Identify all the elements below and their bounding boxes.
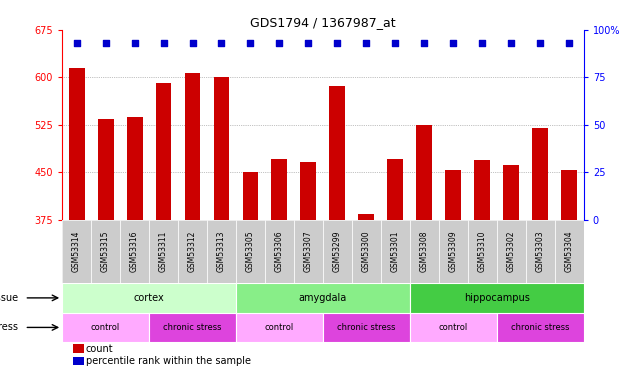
- Bar: [526, 220, 555, 283]
- Bar: [62, 283, 236, 313]
- Text: amygdala: amygdala: [299, 293, 347, 303]
- Point: [71, 40, 81, 46]
- Text: chronic stress: chronic stress: [163, 323, 222, 332]
- Text: cortex: cortex: [134, 293, 165, 303]
- Bar: [323, 220, 352, 283]
- Point: [332, 40, 342, 46]
- Text: chronic stress: chronic stress: [511, 323, 569, 332]
- Bar: [236, 220, 265, 283]
- Bar: [352, 220, 381, 283]
- Point: [245, 40, 255, 46]
- Text: GSM53303: GSM53303: [536, 231, 545, 272]
- Text: control: control: [438, 323, 468, 332]
- Text: GSM53301: GSM53301: [391, 231, 400, 272]
- Bar: [468, 220, 497, 283]
- Point: [101, 40, 111, 46]
- Text: count: count: [86, 344, 113, 354]
- Text: GSM53306: GSM53306: [275, 231, 284, 272]
- Text: GSM53308: GSM53308: [420, 231, 429, 272]
- Text: GSM53304: GSM53304: [564, 231, 574, 272]
- Bar: [439, 220, 468, 283]
- Text: GSM53314: GSM53314: [72, 231, 81, 272]
- Bar: [265, 220, 294, 283]
- Bar: [416, 125, 432, 220]
- Text: GSM53302: GSM53302: [507, 231, 516, 272]
- Bar: [497, 220, 526, 283]
- Bar: [178, 220, 207, 283]
- Bar: [410, 313, 497, 342]
- Text: GSM53311: GSM53311: [159, 231, 168, 272]
- Bar: [91, 220, 120, 283]
- Bar: [410, 283, 584, 313]
- Bar: [184, 73, 201, 220]
- Text: hippocampus: hippocampus: [464, 293, 530, 303]
- Bar: [69, 68, 84, 220]
- Point: [506, 40, 516, 46]
- Bar: [236, 283, 410, 313]
- Bar: [388, 159, 404, 220]
- Text: GSM53315: GSM53315: [101, 231, 110, 272]
- Bar: [323, 313, 410, 342]
- Bar: [155, 82, 171, 220]
- Bar: [497, 313, 584, 342]
- Bar: [242, 172, 258, 220]
- Bar: [97, 118, 114, 220]
- Text: control: control: [265, 323, 294, 332]
- Title: GDS1794 / 1367987_at: GDS1794 / 1367987_at: [250, 16, 396, 29]
- Text: GSM53316: GSM53316: [130, 231, 139, 272]
- Text: control: control: [91, 323, 120, 332]
- Point: [361, 40, 371, 46]
- Point: [188, 40, 197, 46]
- Bar: [503, 165, 519, 220]
- Bar: [561, 171, 577, 220]
- Point: [478, 40, 487, 46]
- Bar: [329, 86, 345, 220]
- Bar: [207, 220, 236, 283]
- Text: GSM53299: GSM53299: [333, 231, 342, 272]
- Bar: [410, 220, 439, 283]
- Text: stress: stress: [0, 322, 19, 332]
- Bar: [214, 77, 229, 220]
- Text: GSM53310: GSM53310: [478, 231, 487, 272]
- Bar: [271, 159, 288, 220]
- Bar: [149, 313, 236, 342]
- Bar: [62, 220, 91, 283]
- Bar: [73, 344, 84, 353]
- Text: tissue: tissue: [0, 293, 19, 303]
- Bar: [62, 313, 149, 342]
- Text: GSM53313: GSM53313: [217, 231, 226, 272]
- Bar: [73, 357, 84, 366]
- Point: [564, 40, 574, 46]
- Point: [535, 40, 545, 46]
- Bar: [445, 171, 461, 220]
- Bar: [236, 313, 323, 342]
- Point: [419, 40, 429, 46]
- Point: [391, 40, 401, 46]
- Text: percentile rank within the sample: percentile rank within the sample: [86, 356, 251, 366]
- Bar: [294, 220, 323, 283]
- Bar: [358, 213, 374, 220]
- Text: GSM53300: GSM53300: [362, 231, 371, 272]
- Text: chronic stress: chronic stress: [337, 323, 396, 332]
- Bar: [127, 117, 142, 220]
- Bar: [120, 220, 149, 283]
- Text: GSM53312: GSM53312: [188, 231, 197, 272]
- Point: [158, 40, 168, 46]
- Point: [304, 40, 314, 46]
- Bar: [555, 220, 584, 283]
- Bar: [381, 220, 410, 283]
- Point: [130, 40, 140, 46]
- Point: [448, 40, 458, 46]
- Bar: [474, 160, 490, 220]
- Bar: [301, 162, 316, 220]
- Text: GSM53309: GSM53309: [449, 231, 458, 272]
- Bar: [149, 220, 178, 283]
- Point: [217, 40, 227, 46]
- Text: GSM53305: GSM53305: [246, 231, 255, 272]
- Text: GSM53307: GSM53307: [304, 231, 313, 272]
- Point: [274, 40, 284, 46]
- Bar: [532, 128, 548, 220]
